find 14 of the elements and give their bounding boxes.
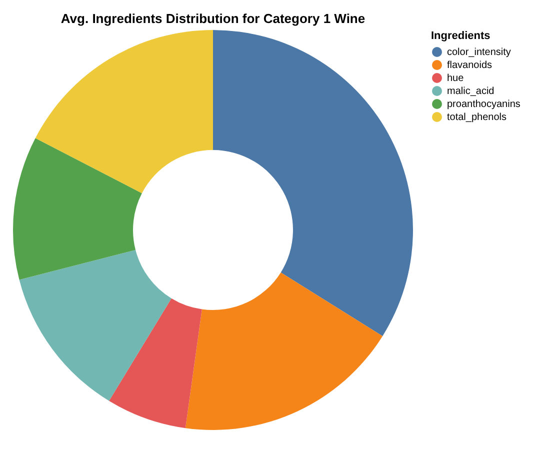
donut-slice [35, 30, 213, 194]
legend-label: color_intensity [447, 47, 511, 58]
donut-slice [185, 272, 383, 430]
legend-label: total_phenols [447, 112, 506, 123]
legend-label: malic_acid [447, 86, 494, 97]
donut-slice [13, 138, 142, 280]
legend-label: proanthocyanins [447, 99, 520, 110]
chart-title: Avg. Ingredients Distribution for Category 1 Wine [60, 11, 366, 26]
legend-label: hue [447, 73, 464, 84]
donut-slice [109, 298, 202, 428]
donut-slice [213, 30, 413, 336]
legend-title: Ingredients [431, 30, 490, 42]
legend-label: flavanoids [447, 60, 492, 71]
donut-slice [19, 250, 172, 401]
